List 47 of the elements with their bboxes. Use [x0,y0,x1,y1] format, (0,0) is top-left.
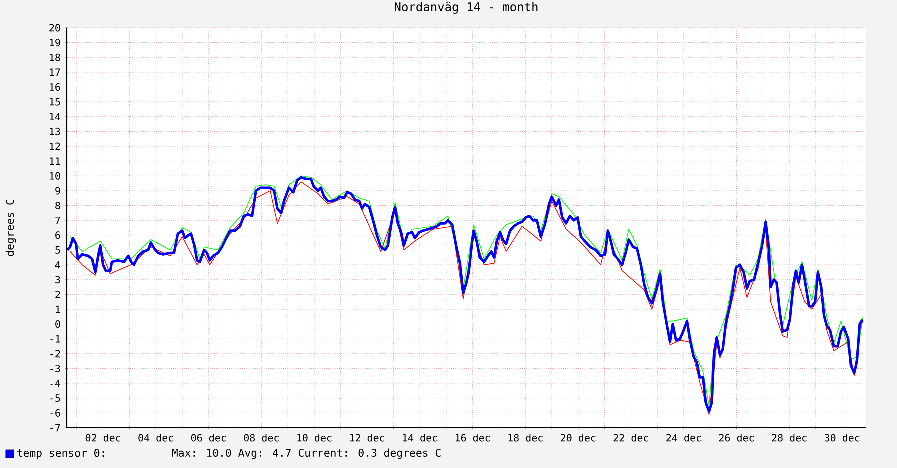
y-tick-label: 1 [56,306,60,314]
y-tick-label: -2 [50,350,60,358]
x-tick-label: 14 dec [403,434,438,442]
y-tick-label: -6 [50,409,60,417]
y-tick-label: 13 [50,128,60,136]
y-tick-label: 8 [56,202,60,210]
y-tick-label: -3 [50,364,60,373]
y-tick-label: -7 [50,424,60,432]
chart-title: Nordanväg 14 - month [395,2,538,14]
y-tick-label: 20 [50,24,60,32]
x-tick-label: 22 dec [614,434,648,442]
x-tick-label: 16 dec [456,434,490,442]
y-tick-label: 14 [50,113,60,121]
y-tick-label: 0 [56,320,60,328]
y-axis-title: degrees C [6,200,16,256]
x-tick-label: 30 dec [824,434,860,442]
y-tick-label: 18 [50,54,60,62]
y-tick-label: 12 [50,142,60,150]
x-tick-label: 02 dec [86,434,121,442]
y-tick-label: 9 [56,187,60,195]
y-tick-label: 2 [56,290,60,298]
y-tick-label: -1 [50,335,60,343]
x-tick-label: 26 dec [719,434,754,442]
x-tick-label: 18 dec [508,434,543,442]
x-tick-label: 08 dec [244,434,279,442]
y-tick-label: 5 [56,246,60,254]
y-tick-label: 16 [50,83,60,92]
y-tick-label: -4 [50,380,60,388]
y-tick-label: 10 [50,172,60,180]
y-tick-label: 3 [56,276,60,284]
y-tick-label: 6 [56,232,60,240]
x-tick-label: 24 dec [666,434,702,442]
x-tick-label: 20 dec [561,434,596,442]
x-tick-label: 12 dec [350,434,384,442]
x-tick-label: 10 dec [298,434,332,442]
x-tick-label: 28 dec [772,434,807,442]
y-tick-label: 19 [50,39,60,47]
y-tick-label: 4 [55,261,60,269]
text: Max: 10.0 Avg: 4.7 Current: 0.3 degrees C [172,448,441,460]
y-tick-label: 7 [56,216,60,224]
legend-label: temp sensor 0: [18,449,104,460]
x-tick-label: 06 dec [191,434,226,442]
y-tick-label: 11 [50,158,60,165]
x-tick-label: 04 dec [138,434,174,442]
y-tick-label: 17 [50,68,60,76]
y-tick-label: 15 [50,98,60,106]
y-tick-label: -5 [50,394,60,402]
